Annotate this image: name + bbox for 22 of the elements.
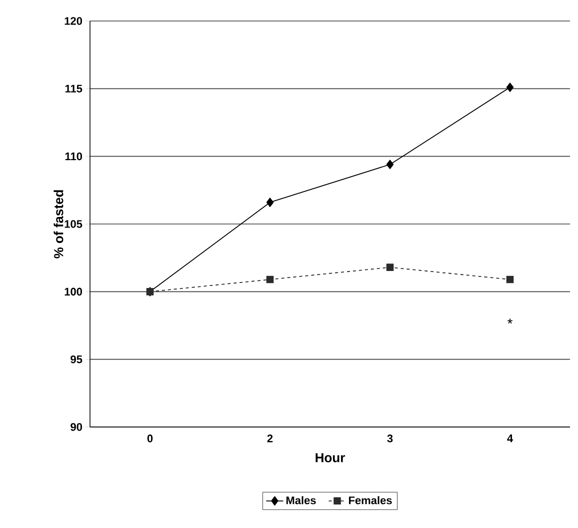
y-tick-label: 95 (70, 355, 82, 364)
x-tick-label: 0 (147, 434, 153, 442)
x-tick-label: 2 (267, 434, 273, 442)
y-tick-label: 120 (64, 17, 82, 25)
y-tick-label: 100 (64, 288, 82, 296)
legend-label: Females (348, 496, 392, 504)
x-tick-label: 3 (387, 434, 393, 442)
legend-label: Males (286, 496, 316, 504)
point (506, 82, 514, 92)
y-axis-title: % of fasted (54, 190, 64, 258)
point (386, 264, 394, 271)
point (386, 160, 394, 170)
y-tick-label: 90 (70, 423, 82, 431)
y-tick-label: 110 (65, 152, 82, 160)
point (506, 276, 514, 284)
point (266, 198, 274, 207)
y-tick-label: 115 (65, 84, 82, 93)
point (266, 276, 274, 284)
y-tick-label: 105 (64, 220, 82, 228)
x-axis-title: Hour (316, 453, 345, 462)
x-tick-label: 4 (507, 434, 513, 442)
annotation: * (508, 318, 513, 324)
